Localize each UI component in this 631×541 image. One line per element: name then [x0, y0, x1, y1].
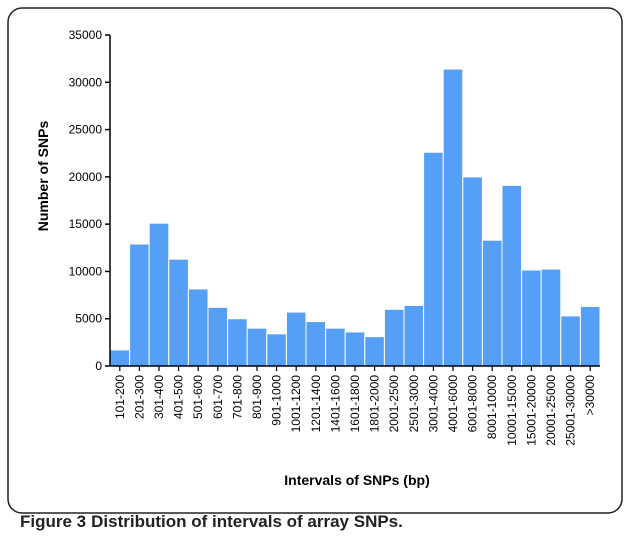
bar: [266, 333, 287, 367]
bar: [227, 318, 248, 367]
x-tick-label: 15001-20000: [524, 375, 538, 446]
y-tick-label: 5000: [75, 312, 102, 326]
bar: [462, 176, 483, 367]
x-tick-label: 2501-3000: [407, 375, 421, 433]
bar: [285, 311, 307, 367]
y-tick-label: 35000: [69, 28, 103, 42]
x-tick-label: 1801-2000: [368, 375, 382, 433]
x-tick-label: 1601-1800: [348, 375, 362, 433]
x-tick-label: 801-900: [250, 375, 264, 419]
bar: [129, 243, 150, 367]
bar: [187, 288, 209, 367]
bar: [423, 151, 444, 367]
x-tick-label: 101-200: [113, 375, 127, 419]
x-tick-label: 4001-6000: [446, 375, 460, 433]
x-tick-label: 301-400: [152, 375, 166, 419]
bar: [148, 222, 170, 367]
x-tick-label: 501-600: [191, 375, 205, 419]
bar: [560, 315, 581, 367]
bar: [501, 184, 523, 367]
x-tick-label: 10001-15000: [505, 375, 519, 446]
figure-frame: [7, 7, 623, 514]
bar: [364, 336, 385, 367]
y-axis-label: Number of SNPs: [35, 121, 51, 232]
caption: Figure 3 Distribution of intervals of arr…: [20, 512, 403, 531]
bar: [207, 306, 229, 367]
caption-label: Figure 3: [20, 512, 86, 531]
x-tick-label: 3001-4000: [426, 375, 440, 433]
x-tick-label: 20001-25000: [544, 375, 558, 446]
x-tick-label: 8001-10000: [485, 375, 499, 439]
x-tick-label: 701-800: [230, 375, 244, 419]
y-tick-label: 30000: [69, 75, 103, 89]
bar: [305, 321, 327, 367]
x-tick-label: 401-500: [172, 375, 186, 419]
x-tick-label: 2001-2500: [387, 375, 401, 433]
x-tick-label: 901-1000: [270, 375, 284, 426]
x-axis-label: Intervals of SNPs (bp): [284, 472, 429, 488]
x-tick-label: 201-300: [132, 375, 146, 419]
bar: [344, 331, 366, 367]
y-tick-label: 25000: [69, 123, 103, 137]
bar: [579, 305, 601, 367]
bar: [481, 239, 503, 367]
x-tick-label: 601-700: [211, 375, 225, 419]
bar: [403, 304, 425, 367]
x-tick-label: >30000: [583, 375, 597, 416]
bar: [109, 349, 131, 367]
y-tick-label: 10000: [69, 264, 103, 278]
y-tick-label: 0: [95, 359, 102, 373]
x-tick-label: 1201-1400: [309, 375, 323, 433]
bar: [168, 258, 189, 367]
caption-text: Distribution of intervals of array SNPs.: [91, 512, 403, 531]
bar: [325, 327, 346, 367]
bar: [521, 269, 542, 367]
bar: [540, 268, 562, 367]
y-tick-label: 20000: [69, 170, 103, 184]
bar: [246, 327, 268, 367]
bar: [383, 308, 405, 367]
y-tick-label: 15000: [69, 217, 103, 231]
x-tick-label: 6001-8000: [466, 375, 480, 433]
x-tick-label: 25001-30000: [564, 375, 578, 446]
bar: [442, 68, 464, 367]
x-tick-label: 1401-1600: [328, 375, 342, 433]
x-tick-label: 1001-1200: [289, 375, 303, 433]
